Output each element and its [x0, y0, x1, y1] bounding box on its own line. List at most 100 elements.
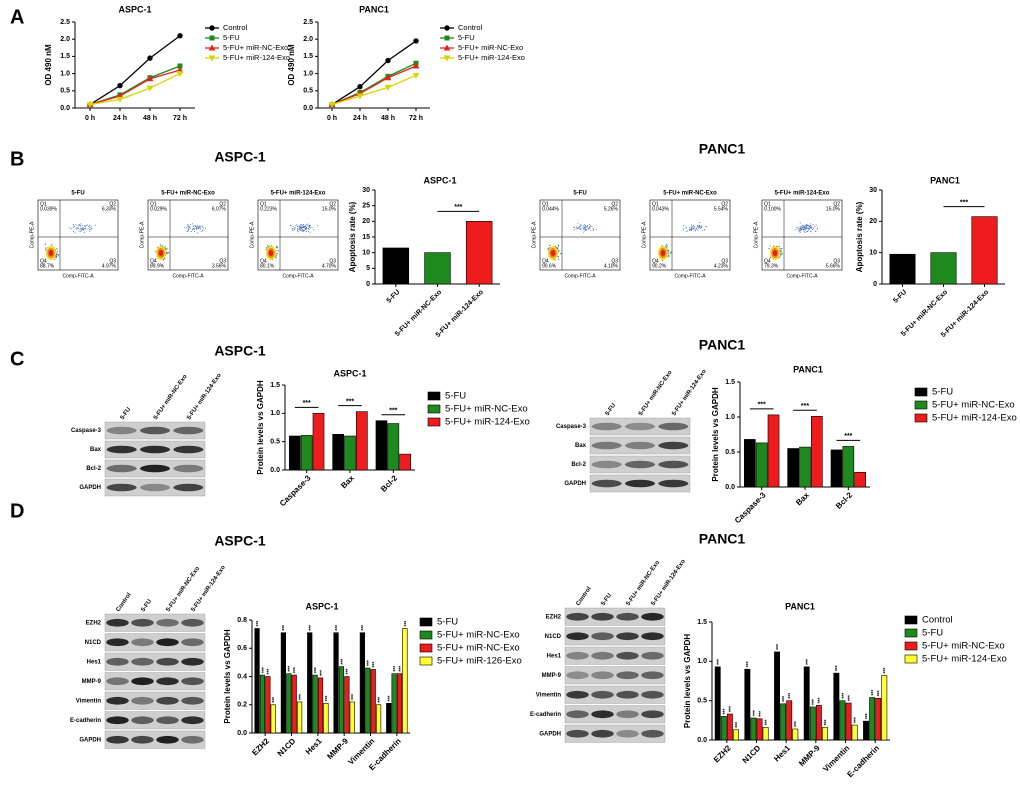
quadrant-percent: 6.07%	[212, 206, 227, 212]
flow-dot	[697, 226, 699, 228]
significance: ***	[393, 666, 399, 672]
blot-band	[658, 422, 689, 431]
flow-dot	[277, 250, 279, 252]
flow-dot	[593, 228, 595, 230]
blot-band	[156, 618, 179, 627]
flow-dot	[302, 226, 304, 228]
flow-dot	[195, 226, 197, 228]
bar	[839, 700, 846, 741]
flow-dot	[768, 247, 770, 250]
quadrant-label: Q4	[652, 258, 659, 264]
significance: ***	[758, 711, 764, 717]
blot-strip	[564, 724, 666, 743]
blot-strip	[104, 613, 206, 632]
flow-dot	[301, 227, 303, 229]
bar	[280, 632, 287, 734]
flow-dot	[668, 256, 670, 258]
y-tick-label: 0.0	[725, 484, 735, 491]
flow-dot	[584, 225, 586, 227]
legend-label: 5-FU	[223, 33, 240, 42]
bar	[799, 446, 811, 488]
flow-dot	[85, 225, 87, 227]
bar	[971, 216, 998, 285]
bar	[815, 705, 822, 741]
significance: ***	[346, 398, 354, 405]
x-tick-label: 24 h	[113, 115, 127, 122]
blot-band	[625, 441, 655, 450]
y-tick-label: 2.5	[60, 19, 70, 26]
flow-dot	[185, 227, 187, 229]
y-tick-label: 25	[362, 203, 370, 210]
point	[177, 33, 183, 39]
blot-strip	[564, 646, 666, 665]
significance: ***	[835, 665, 841, 671]
bar	[743, 439, 756, 488]
flow-dot	[192, 229, 194, 231]
legend-label: 5-FU+ miR-126-Exo	[437, 656, 522, 667]
line	[331, 40, 417, 106]
flow-dot	[165, 248, 167, 251]
blot-band	[566, 671, 589, 680]
flow-dot	[187, 230, 189, 232]
legend-label: 5-FU+ miR-124-Exo	[922, 654, 1007, 665]
bar	[465, 221, 493, 285]
blot-band	[106, 696, 129, 705]
flow-dot	[779, 255, 781, 257]
blot-band	[641, 632, 664, 641]
flow-dot	[162, 259, 165, 261]
bar	[803, 666, 810, 741]
flow-dot	[801, 228, 803, 230]
bar	[338, 666, 345, 734]
flow-dot	[557, 245, 560, 247]
blot-band	[140, 464, 170, 473]
blot-band	[591, 460, 622, 469]
flow-dot	[582, 227, 584, 229]
blot-strip	[564, 666, 666, 685]
significance: ***	[309, 625, 315, 631]
quadrant-percent: 4.23%	[714, 263, 729, 269]
flow-dot	[79, 229, 81, 231]
point	[86, 102, 94, 109]
flow-dot	[808, 226, 810, 228]
significance: ***	[717, 659, 723, 665]
legend-swatch	[419, 643, 433, 653]
flow-y-label: Comp-PE-A	[531, 221, 537, 248]
flow-dot	[557, 255, 559, 258]
blot-band	[173, 426, 204, 435]
line	[331, 74, 417, 106]
quadrant-label: Q2	[219, 201, 226, 207]
y-tick-label: 1.5	[725, 379, 735, 386]
flow-dot	[802, 225, 804, 227]
flow-dot	[573, 227, 575, 229]
y-tick-label: 0.5	[270, 439, 280, 446]
bar	[333, 632, 339, 734]
flow-dot	[583, 227, 585, 229]
flow-dot	[683, 228, 685, 230]
blot-band	[140, 445, 170, 454]
blot-band	[131, 716, 154, 725]
flow-dot	[72, 224, 74, 226]
significance: ***	[877, 690, 883, 696]
x-tick-label: 0 h	[85, 115, 95, 122]
row-label: E-cadherin	[70, 718, 101, 724]
blot-band	[616, 710, 639, 719]
blot-band	[181, 657, 204, 666]
flow-dot	[696, 227, 698, 229]
chart-title: ASPC-1	[305, 601, 338, 611]
flow-dot	[292, 226, 294, 228]
y-tick-label: 0.8	[237, 617, 247, 624]
y-axis-label: OD 490 nM	[287, 44, 296, 86]
flow-dot	[699, 226, 701, 228]
bar	[863, 720, 869, 741]
flow-dot	[801, 225, 803, 227]
flow-dot	[311, 226, 313, 228]
blot-strip	[564, 627, 666, 646]
flow-dot	[815, 224, 817, 226]
x-tick-label: E-cadherin	[845, 743, 881, 779]
flow-dot	[585, 227, 587, 229]
flow-dot	[293, 228, 295, 230]
point	[385, 57, 391, 64]
bar	[375, 420, 388, 471]
x-tick-label: Bax	[794, 490, 811, 507]
bar	[720, 716, 727, 741]
